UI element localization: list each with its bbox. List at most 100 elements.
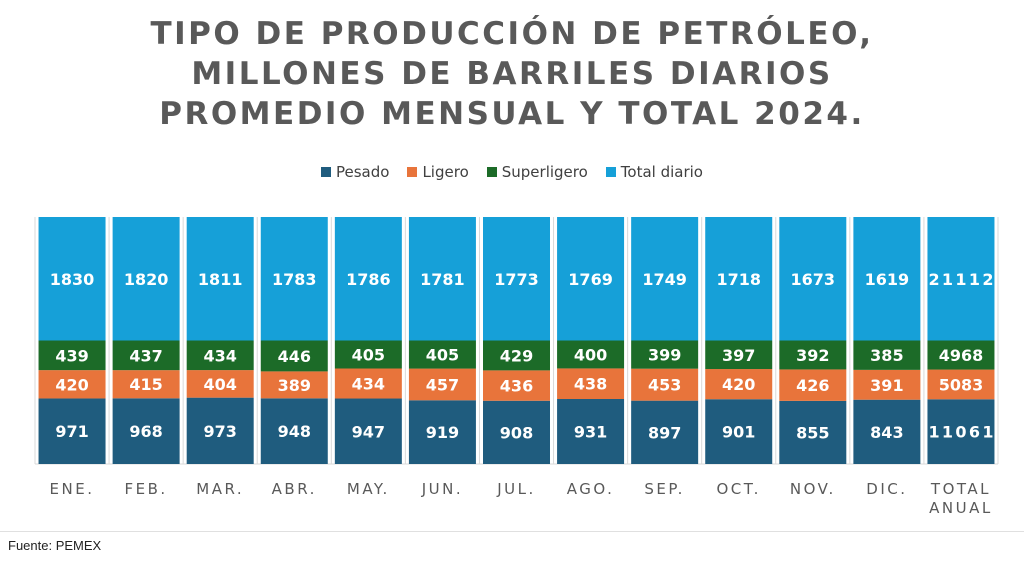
legend-item-superligero: Superligero bbox=[486, 163, 588, 181]
bar-ligero-ago bbox=[557, 368, 625, 400]
legend-label-superligero: Superligero bbox=[501, 163, 588, 181]
bar-total-diario-jul bbox=[483, 217, 550, 341]
bar-ligero-ene bbox=[38, 370, 106, 399]
bar-ligero-sep bbox=[631, 368, 699, 401]
legend-item-total-diario: Total diario bbox=[605, 163, 703, 181]
bar-total-diario-oct bbox=[705, 217, 773, 341]
legend-item-pesado: Pesado bbox=[321, 163, 389, 181]
data-label-pesado-may: 947 bbox=[352, 422, 385, 441]
x-tick-label-ene: ENE. bbox=[50, 480, 95, 498]
data-label-ligero-mar: 404 bbox=[203, 375, 236, 394]
data-label-pesado-ago: 931 bbox=[574, 423, 607, 442]
data-label-superligero-nov: 392 bbox=[796, 346, 829, 365]
bar-superligero-jun bbox=[408, 340, 476, 369]
data-label-ligero-nov: 426 bbox=[796, 376, 829, 395]
data-label-ligero-sep: 453 bbox=[648, 376, 681, 395]
legend-swatch-pesado bbox=[321, 167, 331, 177]
x-tick-label-may: MAY. bbox=[347, 480, 390, 498]
x-tick-label-abr: ABR. bbox=[272, 480, 317, 498]
x-tick-label-ago: AGO. bbox=[567, 480, 615, 498]
x-tick-label-total-anual-2: ANUAL bbox=[929, 499, 993, 517]
legend-label-ligero: Ligero bbox=[422, 163, 469, 181]
data-label-pesado-nov: 855 bbox=[796, 423, 829, 442]
bar-ligero-dic bbox=[853, 369, 921, 400]
data-label-ligero-feb: 415 bbox=[129, 375, 162, 394]
bar-ligero-nov bbox=[779, 369, 847, 401]
bar-pesado-feb bbox=[112, 398, 180, 464]
bar-pesado-mar bbox=[186, 397, 254, 464]
chart-title-line-2: MILLONES DE BARRILES DIARIOS bbox=[191, 56, 833, 92]
x-tick-label-feb: FEB. bbox=[125, 480, 168, 498]
bar-ligero-feb bbox=[112, 370, 180, 399]
data-label-ligero-ene: 420 bbox=[55, 375, 88, 394]
data-label-pesado-jul: 908 bbox=[500, 423, 533, 442]
data-label-total-diario-mar: 1811 bbox=[198, 270, 243, 289]
legend-label-pesado: Pesado bbox=[336, 163, 390, 181]
data-label-pesado-ene: 971 bbox=[55, 422, 88, 441]
x-tick-label-jul: JUL. bbox=[496, 480, 536, 498]
bar-total-diario-total-anual bbox=[927, 217, 995, 341]
data-label-pesado-total-anual: 11061 bbox=[928, 423, 993, 442]
bar-ligero-oct bbox=[705, 369, 773, 400]
data-label-pesado-oct: 901 bbox=[722, 423, 755, 442]
data-label-superligero-jul: 429 bbox=[500, 346, 533, 365]
bar-ligero-jul bbox=[483, 370, 550, 401]
bar-pesado-ago bbox=[557, 399, 625, 464]
data-label-total-diario-sep: 1749 bbox=[642, 270, 687, 289]
data-label-total-diario-ene: 1830 bbox=[50, 270, 95, 289]
data-label-ligero-abr: 389 bbox=[278, 376, 311, 395]
data-label-superligero-feb: 437 bbox=[129, 346, 162, 365]
bar-pesado-jun bbox=[408, 400, 476, 464]
bar-superligero-feb bbox=[112, 340, 180, 371]
data-label-total-diario-abr: 1783 bbox=[272, 270, 317, 289]
bar-superligero-total-anual bbox=[927, 340, 995, 370]
data-label-ligero-may: 434 bbox=[352, 375, 385, 394]
bar-total-diario-mar bbox=[186, 217, 254, 341]
data-label-superligero-sep: 399 bbox=[648, 346, 681, 365]
bar-pesado-oct bbox=[705, 399, 773, 464]
data-label-total-diario-jul: 1773 bbox=[494, 270, 539, 289]
data-label-superligero-dic: 385 bbox=[870, 346, 903, 365]
bar-superligero-dic bbox=[853, 340, 921, 370]
data-label-ligero-ago: 438 bbox=[574, 375, 607, 394]
bar-ligero-jun bbox=[408, 368, 476, 401]
bar-superligero-nov bbox=[779, 340, 847, 370]
data-label-pesado-feb: 968 bbox=[129, 422, 162, 441]
bar-pesado-ene bbox=[38, 398, 106, 464]
bar-ligero-total-anual bbox=[927, 369, 995, 400]
data-label-pesado-sep: 897 bbox=[648, 423, 681, 442]
data-label-total-diario-ago: 1769 bbox=[568, 270, 613, 289]
bar-pesado-sep bbox=[631, 400, 699, 464]
bar-pesado-abr bbox=[260, 398, 328, 464]
bar-superligero-sep bbox=[631, 340, 699, 369]
bar-ligero-may bbox=[334, 368, 402, 399]
data-label-superligero-may: 405 bbox=[352, 346, 385, 365]
bar-total-diario-sep bbox=[631, 217, 699, 341]
legend-swatch-ligero bbox=[407, 167, 418, 177]
bar-pesado-nov bbox=[779, 400, 847, 464]
x-tick-label-oct: OCT. bbox=[717, 480, 761, 498]
data-label-pesado-dic: 843 bbox=[870, 423, 903, 442]
data-label-ligero-dic: 391 bbox=[870, 376, 903, 395]
bar-total-diario-nov bbox=[779, 217, 847, 341]
data-label-total-diario-total-anual: 21112 bbox=[928, 270, 993, 289]
x-tick-label-sep: SEP. bbox=[644, 480, 684, 498]
x-tick-label-mar: MAR. bbox=[196, 480, 244, 498]
x-tick-label-total-anual-1: TOTAL bbox=[930, 480, 991, 498]
x-tick-label-nov: NOV. bbox=[790, 480, 836, 498]
data-label-superligero-oct: 397 bbox=[722, 346, 755, 365]
bar-pesado-may bbox=[334, 398, 402, 464]
bar-pesado-total-anual bbox=[927, 399, 995, 464]
data-label-total-diario-oct: 1718 bbox=[716, 270, 761, 289]
legend-item-ligero: Ligero bbox=[407, 163, 469, 181]
bar-total-diario-feb bbox=[112, 217, 180, 341]
bar-pesado-jul bbox=[483, 400, 550, 464]
bar-superligero-abr bbox=[260, 340, 328, 372]
data-label-total-diario-feb: 1820 bbox=[124, 270, 169, 289]
bar-superligero-mar bbox=[186, 340, 254, 371]
bar-superligero-may bbox=[334, 340, 402, 369]
data-label-pesado-mar: 973 bbox=[203, 422, 236, 441]
chart-title-line-1: TIPO DE PRODUCCIÓN DE PETRÓLEO, bbox=[150, 16, 874, 52]
bar-pesado-dic bbox=[853, 399, 921, 464]
data-label-superligero-ago: 400 bbox=[574, 345, 607, 364]
